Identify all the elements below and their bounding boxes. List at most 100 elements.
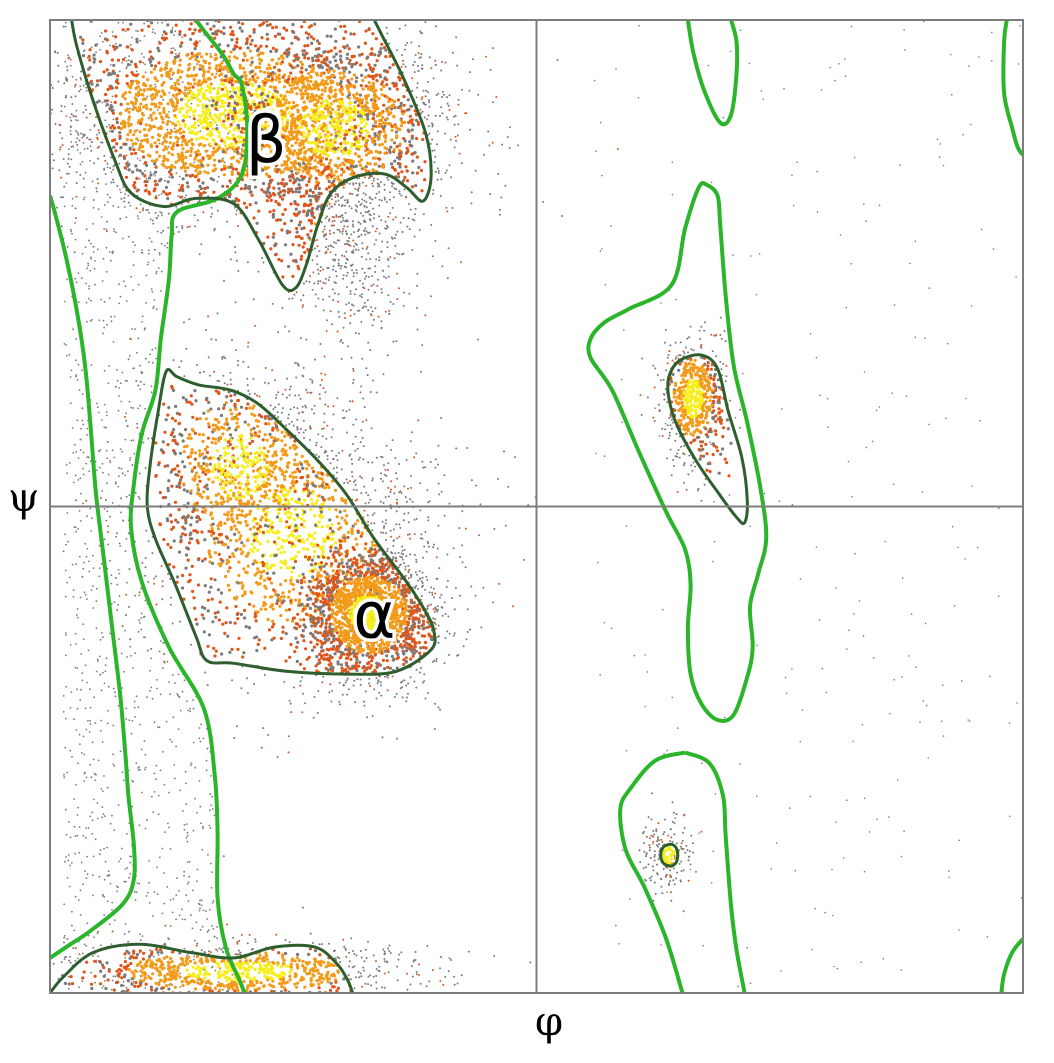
data-point: [250, 60, 254, 64]
data-point: [347, 61, 351, 65]
data-point: [319, 74, 323, 78]
data-point: [415, 136, 419, 141]
data-point: [173, 55, 177, 60]
data-point: [172, 898, 175, 900]
data-point: [308, 99, 312, 103]
data-point: [378, 198, 381, 201]
data-point: [504, 184, 507, 187]
data-point: [163, 92, 167, 96]
data-point: [106, 166, 109, 169]
data-point: [360, 255, 363, 258]
data-point: [166, 197, 170, 201]
data-point: [139, 102, 143, 106]
data-point: [191, 92, 195, 96]
data-point: [62, 158, 65, 160]
data-point: [77, 457, 80, 459]
data-point: [292, 59, 296, 63]
data-point: [152, 259, 155, 262]
data-point: [92, 554, 94, 557]
data-point: [430, 224, 433, 226]
data-point: [100, 216, 103, 218]
data-point: [274, 49, 278, 53]
data-point: [311, 288, 314, 291]
data-point: [229, 50, 233, 54]
data-point: [105, 230, 108, 233]
data-point: [178, 889, 180, 892]
data-point: [363, 75, 368, 79]
data-point: [126, 27, 130, 31]
data-point: [294, 207, 298, 211]
data-point: [296, 57, 300, 62]
data-point: [448, 94, 451, 97]
data-point: [110, 101, 113, 104]
data-point: [265, 194, 269, 198]
data-point: [75, 171, 78, 174]
data-point: [232, 120, 236, 124]
data-point: [88, 285, 90, 288]
data-point: [394, 130, 398, 134]
data-point: [196, 52, 200, 56]
data-point: [170, 153, 174, 157]
data-point: [396, 49, 398, 52]
data-point: [140, 28, 144, 32]
data-point: [239, 156, 243, 160]
data-point: [95, 116, 98, 119]
data-point: [185, 194, 188, 197]
data-point: [140, 52, 143, 55]
data-point: [153, 76, 157, 80]
data-point: [356, 114, 361, 118]
data-point: [101, 490, 104, 492]
data-point: [180, 151, 184, 155]
data-point: [349, 32, 353, 36]
data-point: [138, 130, 142, 134]
data-point: [338, 126, 342, 130]
data-point: [309, 229, 313, 233]
data-point: [434, 63, 437, 66]
data-point: [168, 681, 171, 683]
data-point: [201, 91, 205, 96]
data-point: [416, 82, 419, 85]
data-point: [211, 31, 215, 36]
data-point: [83, 49, 86, 52]
data-point: [193, 121, 197, 125]
data-point: [100, 719, 102, 722]
data-point: [222, 119, 226, 123]
data-point: [75, 195, 78, 198]
data-point: [390, 138, 394, 142]
data-point: [160, 212, 163, 215]
data-point: [235, 93, 239, 97]
data-point: [342, 219, 345, 222]
data-point: [367, 81, 371, 85]
data-point: [288, 150, 292, 154]
data-point: [186, 226, 189, 229]
data-point: [86, 598, 88, 601]
data-point: [179, 131, 183, 135]
data-point: [217, 86, 221, 90]
data-point: [81, 980, 84, 983]
data-point: [341, 232, 344, 235]
data-point: [189, 37, 193, 42]
data-point: [193, 939, 196, 942]
data-point: [128, 90, 132, 94]
data-point: [221, 988, 224, 991]
data-point: [135, 37, 139, 41]
data-point: [99, 449, 102, 451]
data-point: [472, 58, 475, 61]
data-point: [495, 96, 498, 98]
data-point: [260, 96, 264, 101]
data-point: [119, 146, 123, 150]
data-point: [100, 788, 103, 790]
data-point: [311, 166, 315, 170]
data-point: [320, 92, 324, 97]
data-point: [144, 327, 146, 330]
data-point: [73, 526, 76, 528]
data-point: [153, 891, 156, 893]
data-point: [175, 918, 178, 921]
data-point: [280, 36, 285, 40]
data-point: [439, 195, 442, 197]
data-point: [276, 98, 280, 102]
data-point: [244, 74, 248, 78]
data-point: [316, 263, 319, 266]
data-point: [73, 929, 76, 932]
data-point: [171, 77, 173, 80]
